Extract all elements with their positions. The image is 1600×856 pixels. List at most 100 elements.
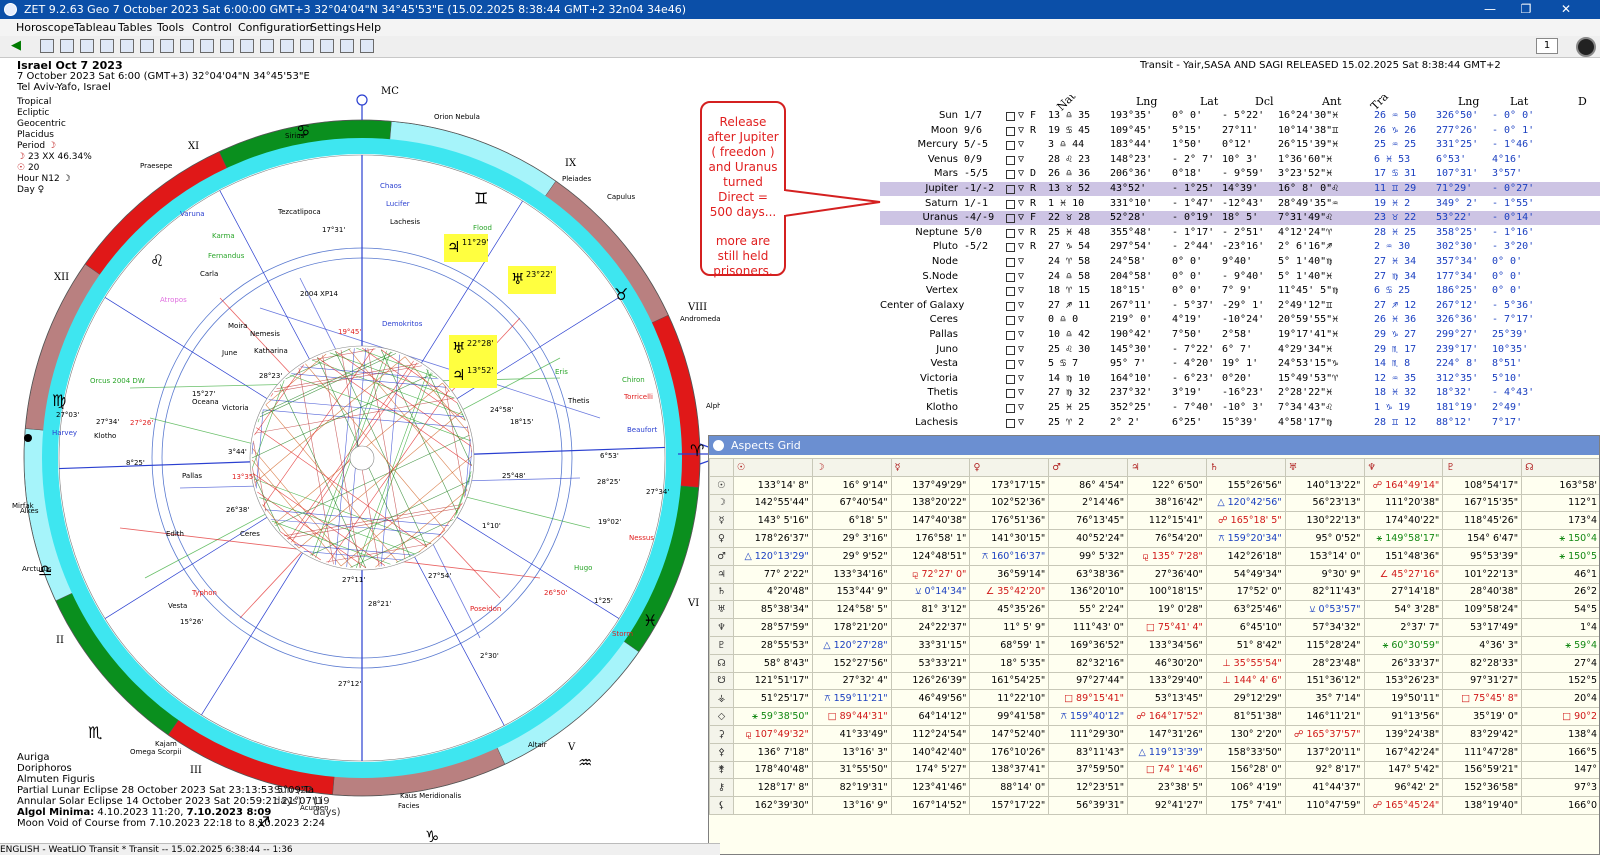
grid-col-header[interactable]: ☿	[891, 459, 970, 477]
grid-cell[interactable]: 4°36' 3"	[1443, 636, 1522, 654]
globe-icon[interactable]	[60, 39, 74, 53]
grid-cell[interactable]: 54°49'34"	[1206, 565, 1285, 583]
house-checkbox[interactable]	[1006, 419, 1015, 428]
grid-cell[interactable]: 169°36'52"	[1049, 636, 1128, 654]
maximize-button[interactable]: ❐	[1508, 0, 1544, 19]
grid-cell[interactable]: 99°41'58"	[970, 708, 1049, 726]
grid-row-header[interactable]: ⚷	[710, 779, 734, 797]
grid-cell[interactable]: 142°26'18"	[1206, 547, 1285, 565]
grid-cell[interactable]: 82°32'16"	[1049, 654, 1128, 672]
house-checkbox[interactable]	[1006, 127, 1015, 136]
grid-cell[interactable]: 166°0	[1522, 797, 1600, 815]
grid-cell[interactable]: 31°55'50"	[812, 761, 891, 779]
grid-cell[interactable]: 58° 8'43"	[734, 654, 813, 672]
grid-cell[interactable]: 33°31'15"	[891, 636, 970, 654]
wheel-icon[interactable]	[80, 39, 94, 53]
house-checkbox[interactable]	[1006, 258, 1015, 267]
menu-help[interactable]: Help	[354, 19, 383, 36]
grid-cell[interactable]: 83°11'43"	[1049, 743, 1128, 761]
grid-cell[interactable]: 81°51'38"	[1206, 708, 1285, 726]
house-checkbox[interactable]	[1006, 346, 1015, 355]
grid-cell[interactable]: 140°42'40"	[891, 743, 970, 761]
grid-cell[interactable]: 133°34'56"	[1128, 636, 1207, 654]
transit-icon[interactable]	[100, 39, 114, 53]
grid-cell[interactable]: 57°34'32"	[1285, 619, 1364, 637]
grid-cell[interactable]: ⚼ 135° 7'28"	[1128, 547, 1207, 565]
grid-cell[interactable]: 77° 2'22"	[734, 565, 813, 583]
grid-cell[interactable]: 147°	[1522, 761, 1600, 779]
grid-cell[interactable]: 53°17'49"	[1443, 619, 1522, 637]
grid-col-header[interactable]: ♀	[970, 459, 1049, 477]
house-checkbox[interactable]	[1006, 243, 1015, 252]
grid-cell[interactable]: 4°20'48"	[734, 583, 813, 601]
grid-cell[interactable]: 100°18'15"	[1128, 583, 1207, 601]
grid-cell[interactable]: ⚻ 159°40'12"	[1049, 708, 1128, 726]
grid-cell[interactable]: 1°4	[1522, 619, 1600, 637]
grid-cell[interactable]: 53°33'21"	[891, 654, 970, 672]
grid-cell[interactable]: 20°4	[1522, 690, 1600, 708]
grid-cell[interactable]: ☍ 164°49'14"	[1364, 476, 1443, 494]
grid-cell[interactable]: 19° 0'28"	[1128, 601, 1207, 619]
grid-cell[interactable]: 161°54'25"	[970, 672, 1049, 690]
grid-cell[interactable]: 27°4	[1522, 654, 1600, 672]
grid-cell[interactable]: 133°34'16"	[812, 565, 891, 583]
grid-cell[interactable]: 29° 9'52"	[812, 547, 891, 565]
grid-cell[interactable]: 27°36'40"	[1128, 565, 1207, 583]
grid-cell[interactable]: 53°13'45"	[1128, 690, 1207, 708]
grid-cell[interactable]: 46°1	[1522, 565, 1600, 583]
grid-cell[interactable]: 126°26'39"	[891, 672, 970, 690]
grid-cell[interactable]: 147°31'26"	[1128, 725, 1207, 743]
grid-cell[interactable]: □ 75°41' 4"	[1128, 619, 1207, 637]
grid-cell[interactable]: 82°11'43"	[1285, 583, 1364, 601]
grid-row-header[interactable]: ♇	[710, 636, 734, 654]
grid-cell[interactable]: 56°23'13"	[1285, 494, 1364, 512]
grid-col-header[interactable]: ♇	[1443, 459, 1522, 477]
grid-cell[interactable]: 19°50'11"	[1364, 690, 1443, 708]
grid-cell[interactable]: 17°52' 0"	[1206, 583, 1285, 601]
grid-cell[interactable]: 28°40'38"	[1443, 583, 1522, 601]
grid-cell[interactable]: 146°11'21"	[1285, 708, 1364, 726]
grid-row-header[interactable]: ♄	[710, 583, 734, 601]
grid-cell[interactable]: △ 120°42'56"	[1206, 494, 1285, 512]
grid-col-header[interactable]: ♆	[1364, 459, 1443, 477]
house-checkbox[interactable]	[1006, 404, 1015, 413]
grid-cell[interactable]: ⊥ 144° 4' 6"	[1206, 672, 1285, 690]
grid-cell[interactable]: 143° 5'16"	[734, 512, 813, 530]
house-checkbox[interactable]	[1006, 141, 1015, 150]
grid-col-header[interactable]: ☊	[1522, 459, 1600, 477]
grid-row-header[interactable]: ⚴	[710, 743, 734, 761]
grid-cell[interactable]: 51°25'17"	[734, 690, 813, 708]
grid-cell[interactable]: 156°28' 0"	[1206, 761, 1285, 779]
grid-row-header[interactable]: ⚵	[710, 761, 734, 779]
grid-cell[interactable]: 173°17'15"	[970, 476, 1049, 494]
grid-cell[interactable]: 97°27'44"	[1049, 672, 1128, 690]
grid-row-header[interactable]: ☋	[710, 672, 734, 690]
grid-icon[interactable]	[40, 39, 54, 53]
grid-row-header[interactable]: ♀	[710, 530, 734, 548]
grid-cell[interactable]: 111°29'30"	[1049, 725, 1128, 743]
grid-cell[interactable]: 9°30' 9"	[1285, 565, 1364, 583]
grid-cell[interactable]: 13°16' 9"	[812, 797, 891, 815]
grid-cell[interactable]: 176°58' 1"	[891, 530, 970, 548]
grid-cell[interactable]: 38°16'42"	[1128, 494, 1207, 512]
grid-cell[interactable]: 147°40'38"	[891, 512, 970, 530]
print-icon[interactable]	[180, 39, 194, 53]
grid-cell[interactable]: 83°29'42"	[1443, 725, 1522, 743]
grid-cell[interactable]: △ 119°13'39"	[1128, 743, 1207, 761]
grid-cell[interactable]: 162°39'30"	[734, 797, 813, 815]
grid-row-header[interactable]: ♆	[710, 619, 734, 637]
grid-cell[interactable]: 133°14' 8"	[734, 476, 813, 494]
grid-cell[interactable]: 109°58'24"	[1443, 601, 1522, 619]
grid-cell[interactable]: 63°25'46"	[1206, 601, 1285, 619]
